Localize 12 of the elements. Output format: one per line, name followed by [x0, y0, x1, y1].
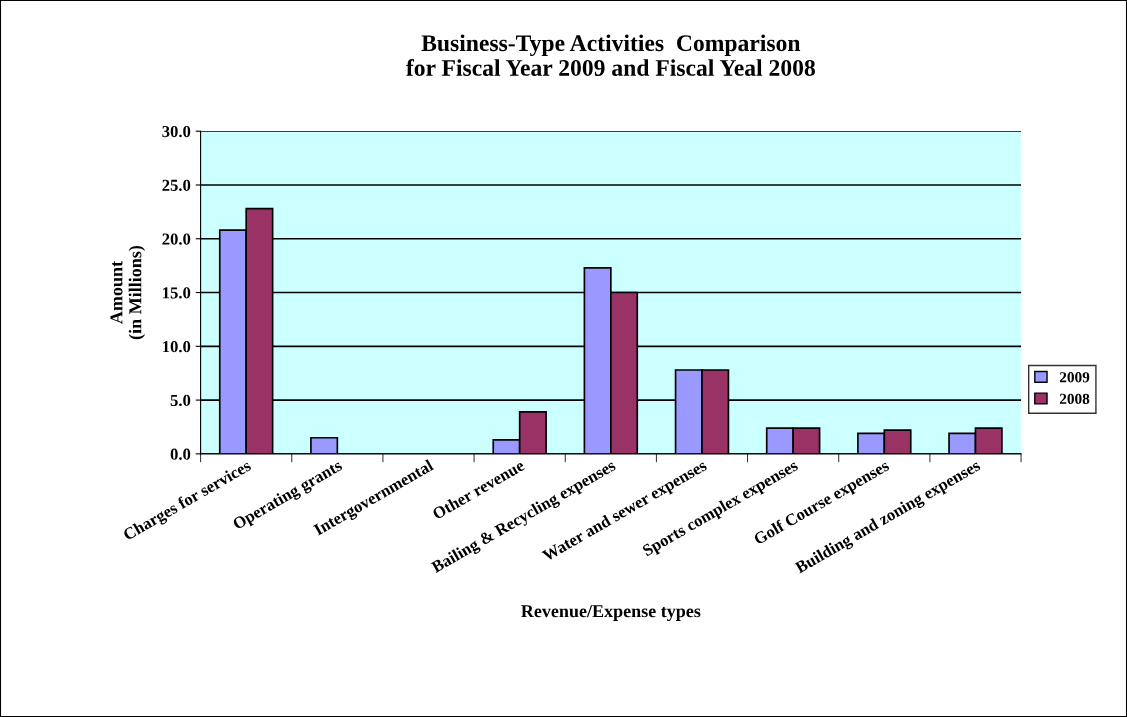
x-axis-title: Revenue/Expense types: [521, 605, 701, 621]
y-tick-label: 15.0: [163, 287, 191, 299]
y-tick-label: 25.0: [162, 179, 191, 192]
legend-label: 2009: [1059, 372, 1090, 383]
y-tick-label: 20.0: [162, 233, 191, 245]
y-tick-label: 10.0: [163, 341, 191, 353]
y-tick-label: 0.0: [170, 448, 191, 460]
chart-title: Business-Type Activities Comparison for Fiscal Year 2009 and Fiscal Yeal 2008: [406, 34, 815, 76]
legend-label: 2008: [1059, 393, 1090, 404]
y-tick-label: 30.0: [162, 125, 191, 138]
y-tick-label: 5.0: [170, 394, 191, 407]
y-axis-title: Amount (in Millions): [110, 245, 146, 340]
